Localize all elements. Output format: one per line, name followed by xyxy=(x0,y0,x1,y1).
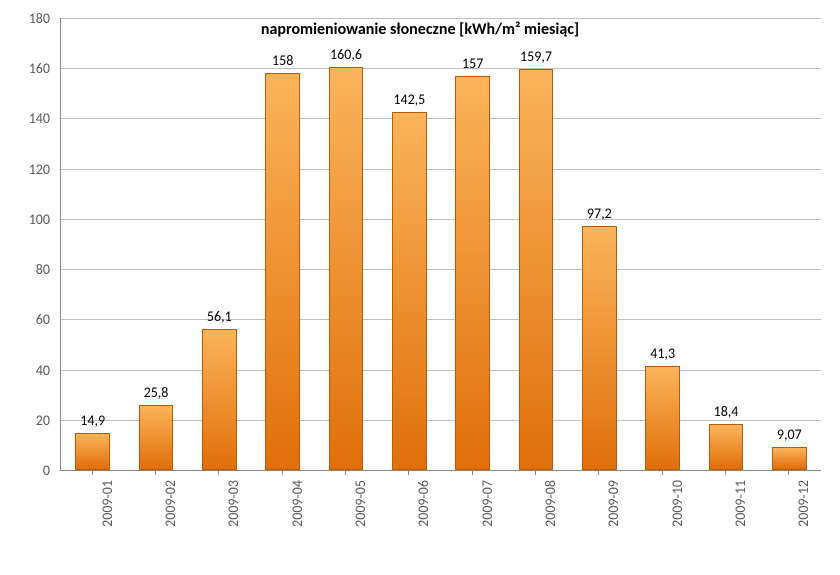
x-tick-mark xyxy=(218,470,219,475)
x-tick-label: 2009-07 xyxy=(479,480,496,540)
x-tick-mark xyxy=(408,470,409,475)
x-tick-label: 2009-01 xyxy=(99,480,116,540)
bar xyxy=(75,433,110,470)
bar-value-label: 25,8 xyxy=(120,384,193,401)
bar xyxy=(519,69,554,470)
y-tick-label: 160 xyxy=(0,60,50,77)
bar-value-label: 56,1 xyxy=(183,308,256,325)
gridline xyxy=(61,18,821,19)
bar xyxy=(709,424,744,470)
bar-value-label: 159,7 xyxy=(500,48,573,65)
bar xyxy=(455,76,490,470)
y-tick-label: 40 xyxy=(0,362,50,379)
x-tick-mark xyxy=(598,470,599,475)
gridline xyxy=(61,269,821,270)
x-tick-mark xyxy=(155,470,156,475)
y-tick-label: 120 xyxy=(0,161,50,178)
x-tick-label: 2009-09 xyxy=(605,480,622,540)
x-tick-label: 2009-06 xyxy=(415,480,432,540)
y-tick-label: 0 xyxy=(0,462,50,479)
gridline xyxy=(61,319,821,320)
bar xyxy=(139,405,174,470)
bar xyxy=(392,112,427,470)
bar xyxy=(265,73,300,470)
x-tick-mark xyxy=(92,470,93,475)
bar xyxy=(645,366,680,470)
bar-value-label: 97,2 xyxy=(563,205,636,222)
x-tick-mark xyxy=(662,470,663,475)
bar xyxy=(772,447,807,470)
y-tick-label: 60 xyxy=(0,311,50,328)
bar-value-label: 158 xyxy=(246,52,319,69)
y-tick-label: 180 xyxy=(0,10,50,27)
x-tick-mark xyxy=(725,470,726,475)
y-tick-label: 20 xyxy=(0,412,50,429)
x-tick-label: 2009-12 xyxy=(795,480,812,540)
x-tick-label: 2009-10 xyxy=(669,480,686,540)
gridline xyxy=(61,219,821,220)
bar-value-label: 142,5 xyxy=(373,91,446,108)
bar xyxy=(582,226,617,470)
y-tick-label: 100 xyxy=(0,211,50,228)
plot-area: 14,925,856,1158160,6142,5157159,797,241,… xyxy=(60,18,821,471)
x-tick-label: 2009-02 xyxy=(162,480,179,540)
y-tick-label: 80 xyxy=(0,261,50,278)
chart-title: napromieniowanie słoneczne [kWh/m² miesi… xyxy=(0,20,840,39)
bar-value-label: 9,07 xyxy=(753,426,826,443)
bar-value-label: 18,4 xyxy=(690,403,763,420)
bar-value-label: 160,6 xyxy=(310,46,383,63)
bar xyxy=(202,329,237,470)
bar-value-label: 157 xyxy=(436,55,509,72)
bar-value-label: 14,9 xyxy=(56,412,129,429)
x-tick-mark xyxy=(472,470,473,475)
x-tick-label: 2009-08 xyxy=(542,480,559,540)
x-tick-mark xyxy=(282,470,283,475)
gridline xyxy=(61,420,821,421)
x-tick-mark xyxy=(345,470,346,475)
gridline xyxy=(61,118,821,119)
bar xyxy=(329,67,364,470)
x-tick-mark xyxy=(788,470,789,475)
x-tick-label: 2009-03 xyxy=(225,480,242,540)
x-tick-label: 2009-11 xyxy=(732,480,749,540)
x-tick-label: 2009-04 xyxy=(289,480,306,540)
bar-value-label: 41,3 xyxy=(626,345,699,362)
y-tick-label: 140 xyxy=(0,110,50,127)
gridline xyxy=(61,370,821,371)
chart-container: 14,9 25,8 56,1 158160,6 142,5 157159,7 97,2 41,… xyxy=(0,0,840,575)
x-tick-label: 2009-05 xyxy=(352,480,369,540)
gridline xyxy=(61,169,821,170)
x-tick-mark xyxy=(535,470,536,475)
